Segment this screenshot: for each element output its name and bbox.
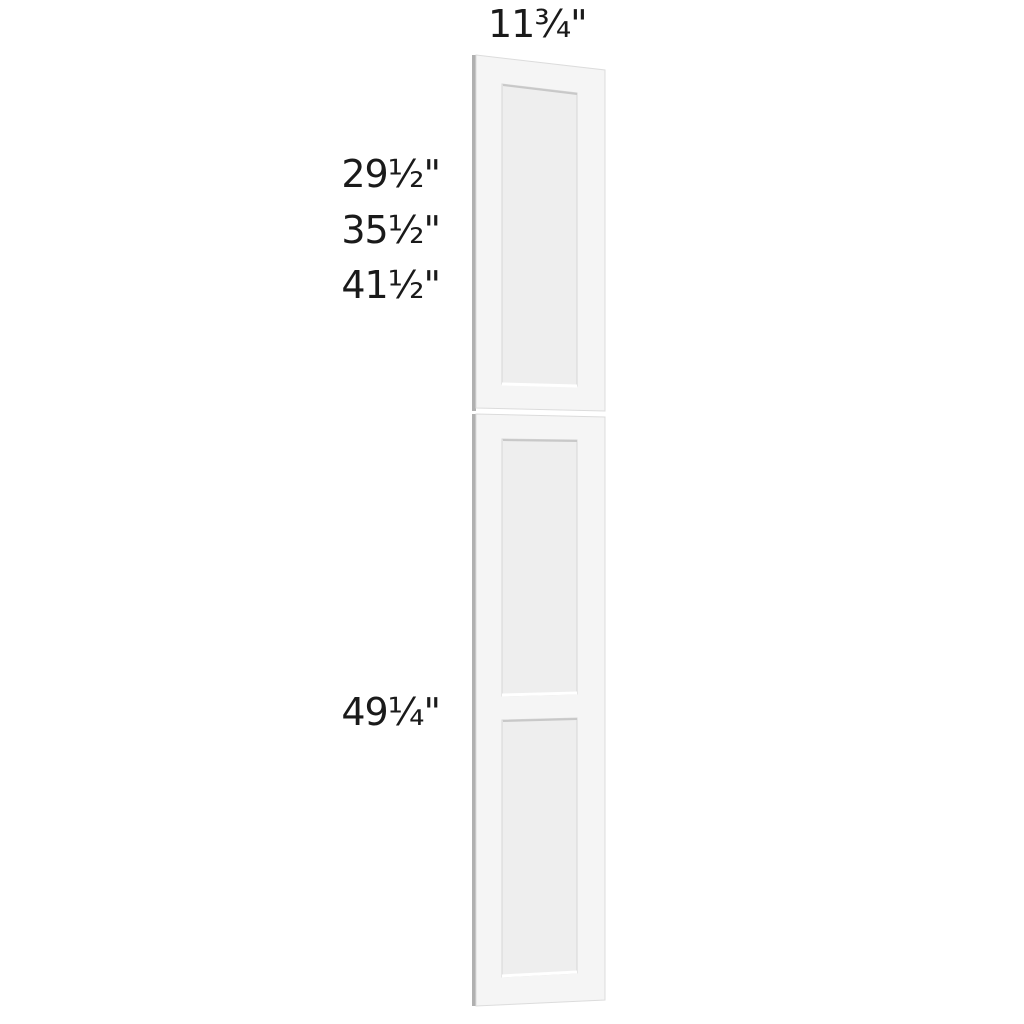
lower-door-panel-bottom: [501, 717, 578, 978]
lower-height-label: 49¼": [341, 690, 441, 734]
upper-door: [472, 54, 606, 412]
upper-height-option-3: 41½": [341, 263, 441, 307]
lower-door-panel-top: [501, 438, 578, 697]
upper-height-option-2: 35½": [341, 208, 441, 252]
upper-height-option-1: 29½": [341, 152, 441, 196]
lower-door: [472, 413, 606, 1007]
width-label: 11¾": [488, 2, 588, 46]
